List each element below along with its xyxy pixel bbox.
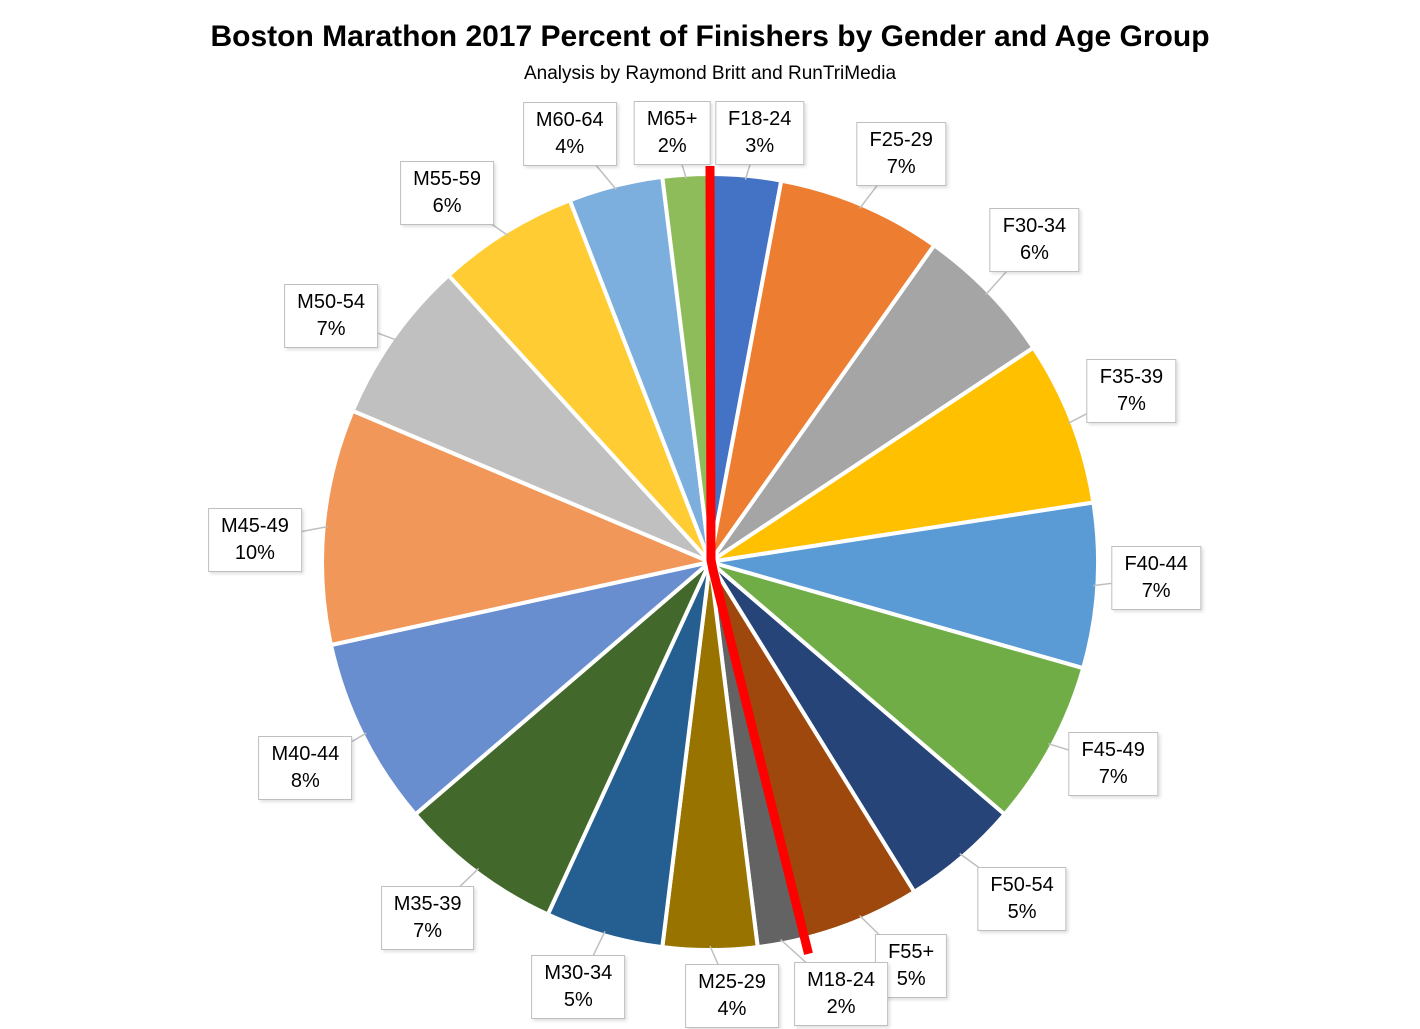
callout-leader-line [744, 132, 761, 180]
pie-slice-m45-49 [320, 408, 712, 647]
callout-leader-line [446, 192, 509, 237]
callout-leader-line [254, 525, 328, 542]
callout-leader-line [569, 133, 617, 191]
pie-slice-m50-54 [350, 273, 712, 564]
callout-leader-line [1067, 390, 1132, 424]
chart-title: Boston Marathon 2017 Percent of Finisher… [210, 20, 1210, 53]
gender-divider-line [705, 165, 813, 955]
callout-leader-line [1093, 577, 1157, 587]
gender-divider-line [705, 165, 813, 955]
pie-slice-f40-44 [708, 500, 1100, 671]
callout-leader-line [859, 153, 902, 209]
callout-leader-line [671, 132, 688, 179]
pie-slice-m55-59 [446, 198, 712, 564]
callout-leader-line [577, 930, 606, 988]
callout-leader-line [305, 732, 367, 770]
pie-slice-f25-29 [708, 178, 937, 564]
callout-leader-line [427, 867, 480, 919]
callout-leader-line [859, 915, 912, 967]
callout-leader-line [709, 945, 733, 997]
chart-subtitle: Analysis by Raymond Britt and RunTriMedi… [523, 63, 897, 84]
callout-leader-line [959, 852, 1023, 900]
callout-leader-line [1048, 742, 1114, 765]
callout-leader-line [985, 239, 1036, 296]
callout-leader-line [330, 315, 397, 341]
